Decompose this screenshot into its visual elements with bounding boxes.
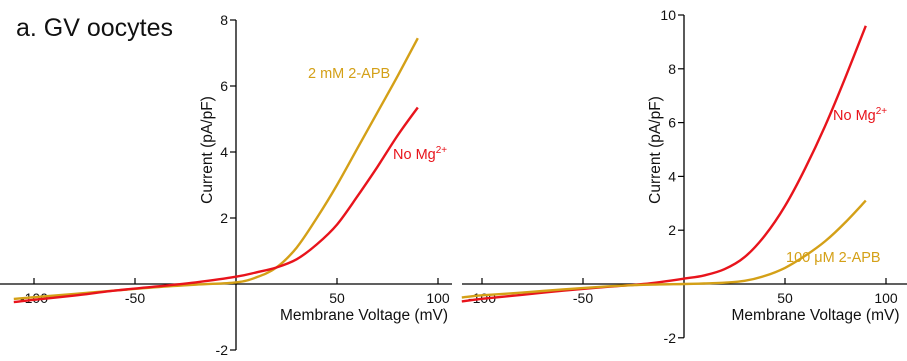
y-tick-label: -2 bbox=[216, 342, 229, 356]
panel-title: a. GV oocytes bbox=[16, 14, 174, 42]
y-tick-label: 8 bbox=[220, 12, 228, 28]
y-tick-label: 4 bbox=[668, 168, 676, 184]
x-tick-label: -50 bbox=[573, 290, 593, 306]
series-label: No Mg2+ bbox=[833, 106, 887, 124]
y-tick-label: -2 bbox=[664, 330, 677, 346]
x-tick-label: 100 bbox=[874, 290, 898, 306]
series-label: 2 mM 2-APB bbox=[308, 66, 390, 82]
y-tick-label: 6 bbox=[220, 78, 228, 94]
series-line-1 bbox=[461, 25, 867, 303]
y-tick-label: 6 bbox=[668, 115, 676, 131]
x-tick-label: -50 bbox=[125, 290, 145, 306]
x-tick-label: 50 bbox=[777, 290, 793, 306]
y-axis-label: Current (pA/pF) bbox=[647, 96, 664, 204]
y-tick-label: 2 bbox=[668, 222, 676, 238]
x-tick-label: 50 bbox=[329, 290, 345, 306]
y-tick-label: 4 bbox=[220, 144, 228, 160]
y-tick-label: 10 bbox=[660, 7, 676, 23]
series-label: No Mg2+ bbox=[393, 145, 447, 163]
x-axis-label: Membrane Voltage (mV) bbox=[280, 307, 448, 324]
series-line-2 bbox=[461, 199, 867, 299]
series-label: 100 μM 2-APB bbox=[786, 250, 881, 266]
x-axis-label: Membrane Voltage (mV) bbox=[732, 307, 900, 324]
y-tick-label: 2 bbox=[220, 210, 228, 226]
x-tick-label: 100 bbox=[426, 290, 450, 306]
y-axis-label: Current (pA/pF) bbox=[199, 96, 216, 204]
series-line-2 bbox=[13, 106, 419, 304]
y-tick-label: 8 bbox=[668, 61, 676, 77]
